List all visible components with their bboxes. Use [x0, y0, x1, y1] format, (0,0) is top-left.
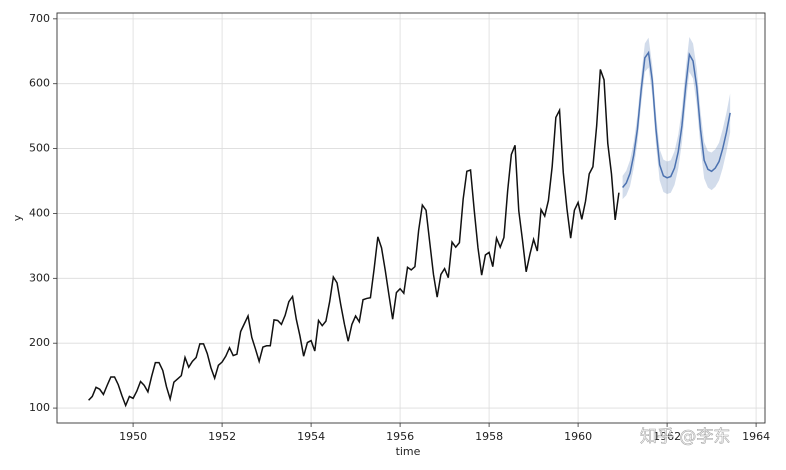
plot-frame [56, 12, 766, 424]
y-tick-label: 500 [29, 142, 50, 155]
y-tick-label: 400 [29, 206, 50, 219]
x-tick-label: 1964 [742, 430, 770, 443]
x-axis-label: time [396, 445, 421, 458]
y-tick-label: 100 [29, 401, 50, 414]
x-tick-label: 1962 [653, 430, 681, 443]
series-line [622, 50, 731, 188]
series-line [88, 69, 620, 408]
y-tick-label: 300 [29, 271, 50, 284]
watermark: 知乎 @李东 [640, 427, 730, 447]
x-tick-label: 1950 [119, 430, 147, 443]
y-tick-label: 700 [29, 12, 50, 25]
y-tick-label: 200 [29, 336, 50, 349]
x-tick-label: 1956 [386, 430, 414, 443]
x-tick-label: 1954 [297, 430, 325, 443]
x-tick-label: 1960 [564, 430, 592, 443]
y-tick-label: 600 [29, 77, 50, 90]
x-tick-label: 1952 [208, 430, 236, 443]
x-tick-label: 1958 [475, 430, 503, 443]
y-axis-label: y [11, 214, 24, 221]
